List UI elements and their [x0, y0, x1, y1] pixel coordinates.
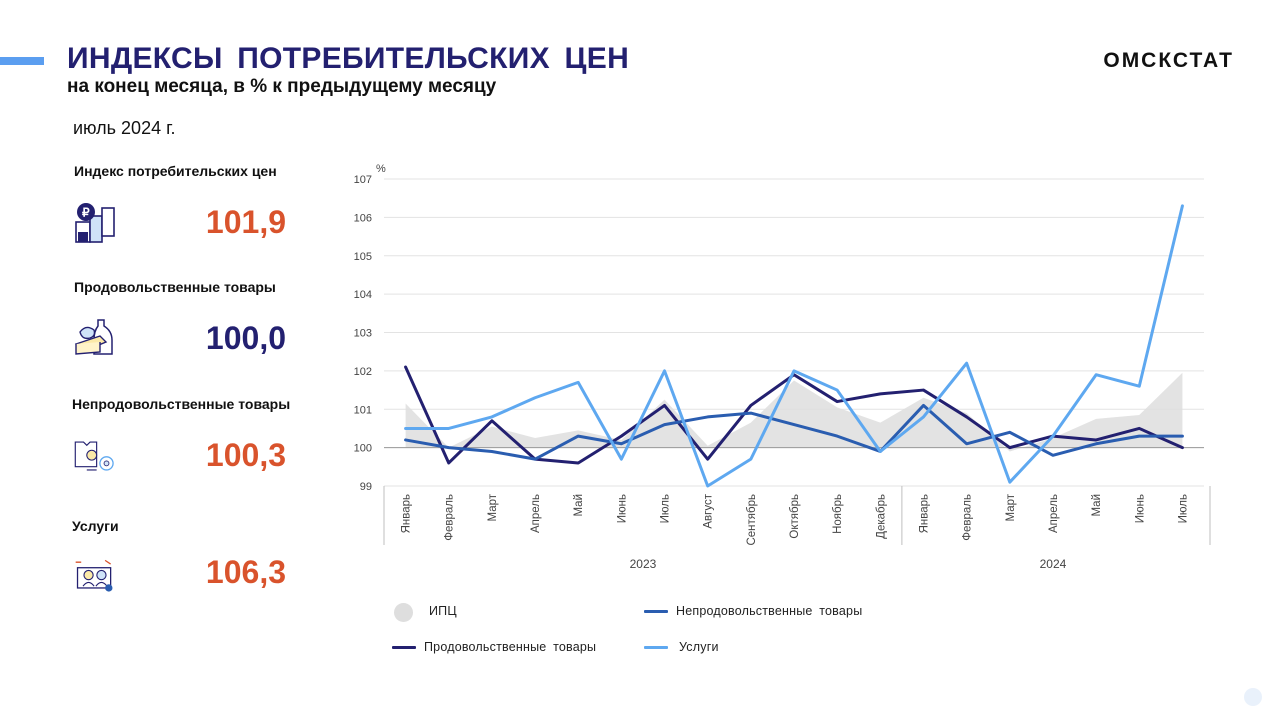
x-tick-label: Июнь	[1134, 494, 1146, 523]
kpi-label-cpi: Индекс потребительских цен	[74, 163, 277, 179]
food-icon	[74, 319, 113, 355]
x-tick-label: Ноябрь	[832, 494, 844, 534]
accent-bar	[0, 57, 44, 65]
y-axis-unit: %	[376, 163, 386, 175]
y-tick-label: 104	[354, 289, 372, 301]
y-tick-label: 103	[354, 328, 372, 340]
x-tick-label: Январь	[918, 494, 930, 533]
y-tick-label: 105	[354, 251, 372, 263]
legend-swatch-cpi	[394, 603, 413, 622]
svg-text:₽: ₽	[82, 206, 90, 220]
x-tick-label: Март	[487, 493, 499, 521]
x-tick-label: Май	[1091, 494, 1103, 517]
x-tick-label: Январь	[401, 494, 413, 533]
kpi-value-nonfood: 100,3	[205, 437, 286, 473]
page-subtitle: на конец месяца, в % к предыдущему месяц…	[67, 76, 497, 97]
price-index-icon: ₽	[75, 203, 115, 243]
kpi-label-services: Услуги	[72, 518, 119, 534]
y-tick-label: 99	[360, 481, 372, 493]
x-tick-label: Апрель	[1048, 494, 1060, 533]
legend-label-services: Услуги	[679, 640, 719, 654]
x-tick-label: Июль	[1177, 494, 1189, 523]
cpi-line-chart: 99 100 101 102 103 104 105 106 107 Январь Февраль…	[354, 163, 1211, 571]
x-tick-label: Август	[703, 493, 715, 528]
period-label: июль 2024 г.	[73, 118, 176, 138]
x-tick-label: Март	[1005, 493, 1017, 521]
legend-swatch-food	[392, 646, 416, 649]
legend-label-cpi: ИПЦ	[429, 604, 457, 618]
kpi-value-cpi: 101,9	[205, 204, 286, 240]
y-tick-label: 102	[354, 366, 372, 378]
y-tick-label: 106	[354, 212, 372, 224]
x-axis: Январь Февраль Март Апрель Май Июнь Июль Август…	[383, 486, 1211, 571]
non-food-icon	[74, 441, 114, 471]
cpi-area-layer	[405, 372, 1183, 452]
x-tick-label: Май	[573, 494, 585, 517]
services-icon	[75, 559, 113, 592]
page-title: ИНДЕКСЫ ПОТРЕБИТЕЛЬСКИХ ЦЕН	[67, 42, 630, 75]
x-tick-label: Декабрь	[875, 494, 887, 539]
legend-label-nonfood: Непродовольственные товары	[676, 604, 863, 618]
x-tick-label: Февраль	[444, 494, 456, 541]
brand-logo: ОМСКСТАТ	[1103, 49, 1234, 72]
x-tick-label: Октябрь	[789, 494, 801, 539]
series-lines-layer	[404, 204, 1184, 488]
year-group-label: 2023	[630, 557, 657, 571]
y-tick-label: 100	[354, 443, 372, 455]
kpi-label-food: Продовольственные товары	[74, 279, 276, 295]
legend-swatch-services	[644, 646, 668, 649]
decorative-dot	[1244, 688, 1262, 706]
legend-swatch-nonfood	[644, 610, 668, 613]
series-area-cpi	[405, 372, 1183, 452]
y-axis: 99 100 101 102 103 104 105 106 107	[354, 174, 372, 493]
kpi-value-services: 106,3	[205, 554, 286, 590]
x-tick-label: Сентябрь	[746, 494, 758, 546]
y-tick-label: 101	[354, 404, 372, 416]
x-tick-label: Июнь	[616, 494, 628, 523]
x-tick-label: Июль	[660, 494, 672, 523]
kpi-value-food: 100,0	[205, 320, 286, 356]
x-tick-label: Апрель	[530, 494, 542, 533]
year-group-label: 2024	[1040, 557, 1067, 571]
y-tick-label: 107	[354, 174, 372, 186]
kpi-label-nonfood: Непродовольственные товары	[72, 396, 291, 412]
legend-label-food: Продовольственные товары	[424, 640, 597, 654]
x-tick-label: Февраль	[962, 494, 974, 541]
